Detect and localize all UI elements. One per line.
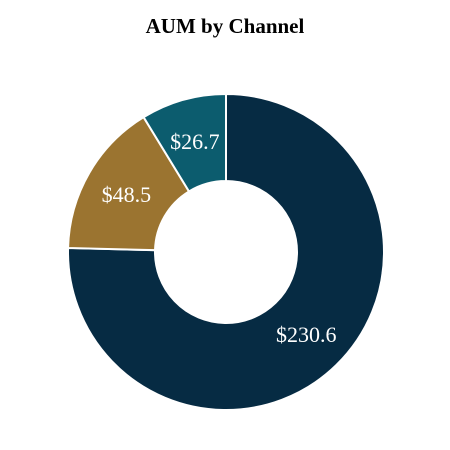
donut-slice-2	[142, 92, 227, 193]
data-labels-group: $230.6 $48.5 $26.7	[102, 129, 337, 347]
donut-slice-0	[67, 92, 385, 411]
donut-slice-1	[67, 115, 191, 252]
data-label-1: $48.5	[102, 182, 152, 207]
chart-title: AUM by Channel	[145, 14, 305, 38]
slices-group	[67, 92, 385, 411]
data-label-0: $230.6	[276, 322, 337, 347]
data-label-2: $26.7	[170, 129, 220, 154]
